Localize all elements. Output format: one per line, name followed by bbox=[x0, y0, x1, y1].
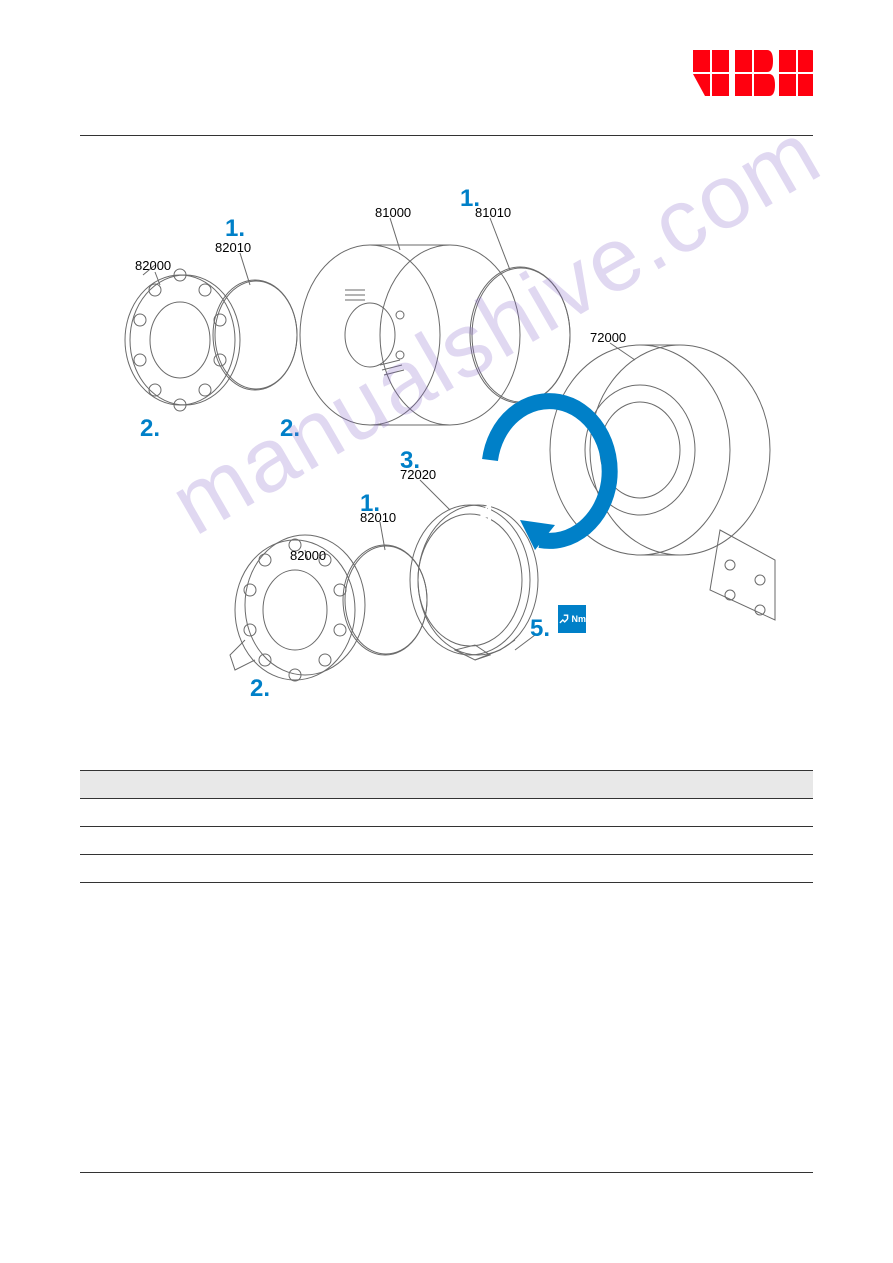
step-2-a: 2. bbox=[140, 415, 160, 443]
exploded-diagram: 1. 82010 1. 81000 81010 2. 2. 3. 72020 1… bbox=[80, 160, 813, 750]
footer-divider bbox=[80, 1172, 813, 1173]
header-divider bbox=[80, 135, 813, 136]
table-row bbox=[80, 827, 813, 855]
part-81000: 81000 bbox=[375, 205, 411, 220]
abb-logo bbox=[693, 50, 813, 103]
table-row bbox=[80, 855, 813, 883]
step-1-a: 1. bbox=[225, 215, 245, 243]
part-82010-a: 82010 bbox=[215, 240, 251, 255]
part-82010-b: 82010 bbox=[360, 510, 396, 525]
part-72020: 72020 bbox=[400, 467, 436, 482]
step-5: 5. bbox=[530, 615, 550, 643]
step-2-b: 2. bbox=[280, 415, 300, 443]
table-row bbox=[80, 799, 813, 827]
step-2-c: 2. bbox=[250, 675, 270, 703]
table-header-row bbox=[80, 771, 813, 799]
torque-icon: Nm bbox=[558, 605, 586, 633]
part-82000-b: 82000 bbox=[290, 548, 326, 563]
spec-table bbox=[80, 770, 813, 883]
part-82000-a: 82000 bbox=[135, 258, 171, 273]
part-81010: 81010 bbox=[475, 205, 511, 220]
part-72000: 72000 bbox=[590, 330, 626, 345]
step-4: 4. bbox=[480, 500, 500, 528]
